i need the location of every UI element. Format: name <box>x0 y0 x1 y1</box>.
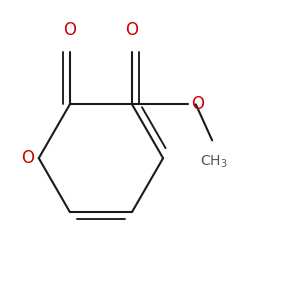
Text: CH$_3$: CH$_3$ <box>200 153 228 170</box>
Text: O: O <box>22 149 34 167</box>
Text: O: O <box>63 21 76 39</box>
Text: O: O <box>125 21 139 39</box>
Text: O: O <box>191 95 204 113</box>
